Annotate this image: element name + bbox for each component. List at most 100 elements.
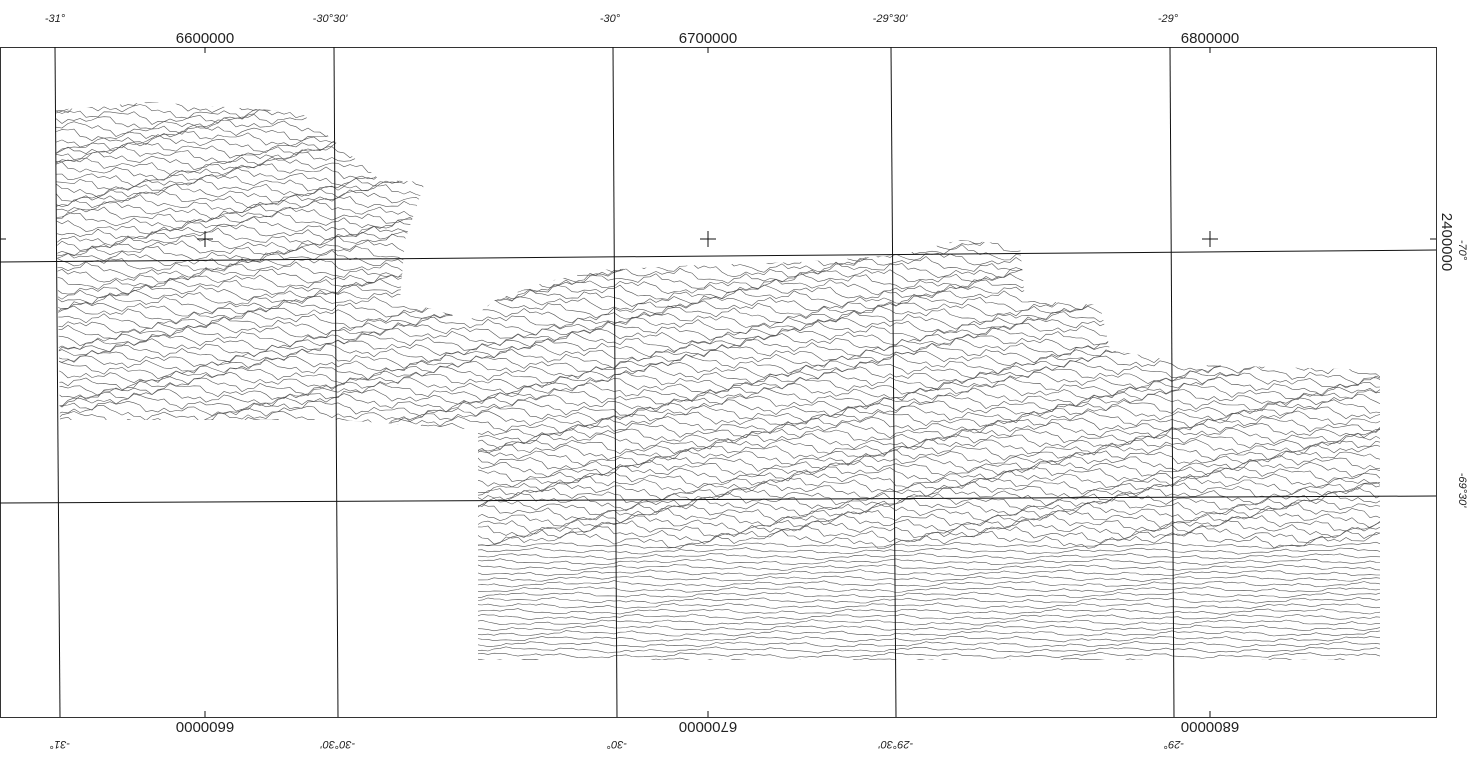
degree-label: -30° — [606, 738, 627, 750]
degree-label: -30°30' — [320, 738, 356, 750]
contour-line — [50, 508, 1382, 528]
parallel — [0, 250, 1436, 262]
contour-line — [50, 354, 1382, 374]
contour-line — [50, 114, 1382, 131]
degree-label: -29°30' — [873, 13, 909, 25]
contour-line — [50, 658, 1382, 664]
contour-line — [50, 581, 1382, 587]
contour-line — [50, 250, 1382, 267]
contour-line — [50, 217, 1382, 236]
parallel — [0, 496, 1436, 503]
contour-line — [50, 625, 1382, 631]
contour-line — [50, 377, 1382, 396]
degree-label: -70° — [1456, 240, 1468, 261]
contour-line — [50, 570, 1382, 576]
contour-line — [50, 98, 1382, 114]
contour-line — [50, 206, 1382, 224]
contour-line — [50, 321, 1382, 340]
contour-line — [50, 592, 1382, 598]
meridian — [1170, 47, 1174, 717]
contour-line — [50, 162, 1382, 182]
contour-line — [50, 454, 1382, 472]
contour-line — [50, 647, 1382, 653]
contour-line — [50, 245, 1382, 262]
contour-line — [50, 564, 1382, 570]
contour-line — [50, 631, 1382, 637]
contour-line — [50, 240, 1382, 257]
contour-line — [50, 311, 1382, 330]
contour-line — [50, 300, 1382, 319]
contour-line — [50, 476, 1382, 495]
degree-label: -30°30' — [313, 13, 349, 25]
contour-line — [50, 525, 1382, 544]
contour-line — [50, 294, 1382, 313]
contour-line — [50, 542, 1382, 549]
contour-line — [50, 200, 1382, 219]
bottom-labels: 6600000 6700000 6800000 -31° -30°30' -30… — [49, 718, 1239, 750]
contour-line — [50, 211, 1382, 230]
contour-line — [50, 553, 1382, 560]
northing-label: 2400000 — [1438, 213, 1455, 271]
contour-line — [50, 189, 1382, 209]
easting-label: 6800000 — [1181, 718, 1239, 735]
contour-line — [50, 332, 1382, 351]
degree-label: -30° — [600, 13, 621, 25]
contour-line — [50, 92, 1382, 108]
contour-line — [50, 620, 1382, 626]
contour-line — [50, 140, 1382, 159]
contour-line — [50, 372, 1382, 390]
degree-label: -29° — [1163, 738, 1184, 750]
degree-label: -31° — [49, 738, 70, 750]
degree-label: -69°30' — [1456, 473, 1468, 509]
contour-line — [50, 547, 1382, 554]
contour-line — [50, 344, 1382, 364]
contour-line — [50, 167, 1382, 187]
contour-line — [50, 289, 1382, 307]
contour-line — [50, 273, 1382, 290]
right-labels: 2400000 -70° -69°30' — [1438, 213, 1468, 508]
contour-line — [50, 183, 1382, 203]
contour-line — [50, 349, 1382, 369]
contour-line — [50, 103, 1382, 120]
easting-label: 6800000 — [1181, 30, 1239, 47]
contour-line — [50, 586, 1382, 592]
easting-label: 6600000 — [176, 718, 234, 735]
contour-line — [50, 559, 1382, 566]
meridian — [891, 47, 896, 717]
contour-line — [50, 135, 1382, 154]
contour-line — [50, 146, 1382, 165]
contour-line — [50, 124, 1382, 142]
contour-line — [50, 471, 1382, 489]
contour-line — [50, 222, 1382, 241]
grid-cross — [197, 231, 1218, 247]
contour-line — [50, 305, 1382, 323]
degree-label: -31° — [45, 13, 66, 25]
contour-line — [50, 530, 1382, 549]
contour-line — [50, 603, 1382, 609]
top-labels: -31° -30°30' -30° -29°30' -29° 6600000 6… — [45, 13, 1239, 47]
easting-label: 6600000 — [176, 30, 234, 47]
contour-line — [50, 394, 1382, 413]
contour-line — [50, 108, 1382, 125]
contour-line — [50, 316, 1382, 335]
contour-line — [50, 284, 1382, 301]
map: -31° -30°30' -30° -29°30' -29° 6600000 6… — [0, 0, 1469, 761]
grid-tick — [0, 47, 1436, 717]
contour-line — [50, 597, 1382, 603]
meridian — [55, 47, 60, 717]
degree-label: -29° — [1158, 13, 1179, 25]
graticule — [0, 47, 1436, 717]
contour-line — [50, 278, 1382, 295]
contour-line — [50, 503, 1382, 522]
contour-line — [50, 195, 1382, 215]
contour-line — [50, 608, 1382, 614]
contour-line — [50, 652, 1382, 659]
contour-line — [50, 129, 1382, 148]
contour-lines — [50, 92, 1382, 664]
easting-label: 6700000 — [679, 30, 737, 47]
contour-line — [50, 178, 1382, 197]
contour-line — [50, 366, 1382, 385]
degree-label: -29°30' — [878, 738, 914, 750]
contour-line — [50, 498, 1382, 516]
contour-line — [50, 575, 1382, 582]
